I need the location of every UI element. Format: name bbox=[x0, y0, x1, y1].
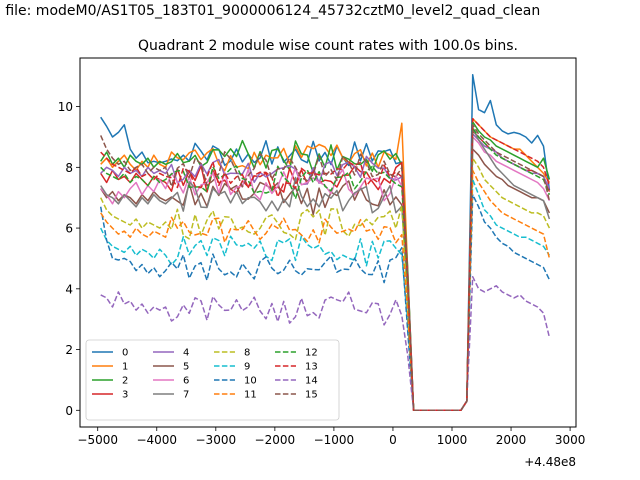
series-line-8 bbox=[100, 157, 551, 412]
legend-label-7: 7 bbox=[183, 390, 189, 401]
legend-label-2: 2 bbox=[122, 376, 128, 387]
chart-title: Quadrant 2 module wise count rates with … bbox=[138, 38, 518, 54]
x-tick-label: −5000 bbox=[77, 433, 118, 447]
series-line-5 bbox=[100, 148, 551, 412]
y-tick-label: 0 bbox=[65, 404, 73, 418]
series-line-2 bbox=[100, 121, 551, 412]
legend-label-12: 12 bbox=[305, 348, 318, 359]
x-tick-label: 2000 bbox=[496, 433, 527, 447]
y-axis: 0 2 4 6 8 10 bbox=[58, 100, 80, 418]
series-line-10 bbox=[99, 193, 551, 412]
legend-label-5: 5 bbox=[183, 362, 189, 373]
y-tick-label: 2 bbox=[65, 343, 73, 357]
x-tick-label: −4000 bbox=[136, 433, 177, 447]
legend-label-10: 10 bbox=[244, 376, 257, 387]
legend-label-13: 13 bbox=[305, 362, 318, 373]
x-tick-label: 0 bbox=[389, 433, 397, 447]
legend-label-1: 1 bbox=[122, 362, 128, 373]
y-tick-label: 10 bbox=[58, 100, 73, 114]
series-line-9 bbox=[100, 178, 551, 412]
series-line-11 bbox=[100, 169, 551, 412]
legend-label-4: 4 bbox=[183, 348, 189, 359]
x-axis: −5000 −4000 −3000 −2000 −1000 0 1000 2000 3000 bbox=[77, 427, 585, 447]
figure-suptitle: n file: modeM0/AS1T05_183T01_9000006124_… bbox=[0, 3, 540, 19]
y-tick-label: 4 bbox=[65, 282, 73, 296]
y-tick-label: 6 bbox=[65, 222, 73, 236]
legend-box bbox=[85, 339, 340, 421]
legend-label-6: 6 bbox=[183, 376, 189, 387]
x-tick-label: −3000 bbox=[196, 433, 237, 447]
series-layer bbox=[99, 73, 551, 412]
legend-label-15: 15 bbox=[305, 390, 318, 401]
series-line-15 bbox=[100, 124, 551, 412]
series-line-12 bbox=[100, 127, 551, 412]
x-tick-label: 1000 bbox=[437, 433, 468, 447]
x-tick-label: −2000 bbox=[255, 433, 296, 447]
legend-label-14: 14 bbox=[305, 376, 318, 387]
axes-frame bbox=[79, 57, 577, 428]
series-line-0 bbox=[100, 73, 551, 412]
x-tick-label: 3000 bbox=[555, 433, 586, 447]
legend-label-9: 9 bbox=[244, 362, 250, 373]
legend-label-11: 11 bbox=[244, 390, 257, 401]
x-tick-label: −1000 bbox=[314, 433, 355, 447]
series-line-13 bbox=[100, 117, 551, 412]
y-tick-label: 8 bbox=[65, 161, 73, 175]
x-offset-label: +4.48e8 bbox=[524, 455, 576, 469]
series-line-14 bbox=[100, 275, 551, 412]
legend-label-3: 3 bbox=[122, 390, 128, 401]
legend-label-8: 8 bbox=[244, 348, 250, 359]
legend-label-0: 0 bbox=[122, 348, 128, 359]
